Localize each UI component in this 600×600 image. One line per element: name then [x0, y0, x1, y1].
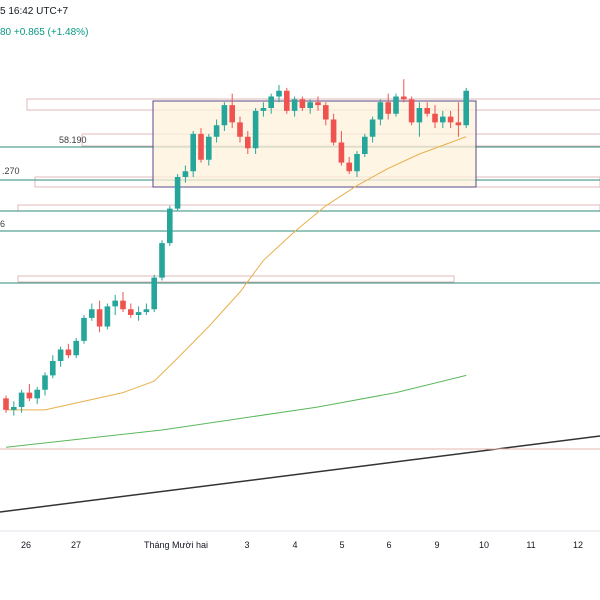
candle-body — [190, 133, 196, 172]
candle-body — [206, 136, 212, 160]
candle-body — [112, 300, 118, 307]
candle-body — [167, 208, 173, 244]
candle-body — [34, 389, 40, 399]
header-time: 5 16:42 UTC+7 — [0, 6, 69, 17]
header-price-change: 80 +0.865 (+1.48%) — [0, 27, 89, 38]
x-tick-label: 9 — [434, 540, 439, 550]
candle-body — [182, 171, 189, 177]
candle-body — [221, 105, 228, 126]
x-tick-label: 3 — [244, 540, 249, 550]
candle-body — [354, 154, 360, 172]
candle-body — [120, 300, 126, 310]
candle-body — [291, 99, 298, 111]
candle-body — [151, 277, 157, 310]
x-tick-label: 27 — [71, 540, 81, 550]
candle-body — [330, 119, 337, 143]
candle-body — [369, 119, 376, 137]
candle-body — [18, 392, 25, 407]
zone-rect — [17, 204, 600, 212]
x-tick-label: 26 — [21, 540, 31, 550]
candle-body — [447, 116, 454, 123]
candle-body — [81, 317, 87, 341]
candle-body — [323, 105, 329, 120]
candle-body — [276, 90, 282, 97]
moving-average-slow — [5, 374, 467, 448]
candle-body — [268, 96, 274, 108]
candle-body — [237, 122, 243, 137]
trend-line[interactable] — [0, 435, 600, 513]
candle-body — [362, 136, 368, 154]
candle-body — [307, 102, 313, 108]
candle-body — [73, 340, 79, 356]
candle-body — [159, 243, 165, 278]
candle-body — [213, 125, 220, 137]
candle-body — [128, 309, 134, 315]
candle-body — [57, 349, 64, 361]
candle-body — [3, 398, 9, 410]
zone-rect — [17, 275, 455, 283]
candle-body — [229, 105, 235, 123]
level-label-1: 58.190 — [59, 135, 87, 145]
candle-body — [401, 96, 407, 100]
candle-body — [96, 309, 103, 327]
candle-body — [198, 133, 204, 160]
candle-body — [26, 392, 33, 399]
candle-body — [440, 116, 446, 123]
x-tick-label: 6 — [386, 540, 391, 550]
candle-body — [463, 90, 469, 126]
x-tick-label: 11 — [526, 540, 535, 550]
moving-average-fast — [6, 136, 467, 411]
candle-body — [424, 108, 430, 114]
x-axis-ticks: 26 27 Tháng Mười hai 3 4 5 6 9 10 11 12 — [21, 540, 583, 550]
candles — [3, 79, 469, 416]
candle-body — [143, 309, 150, 313]
level-label-3: 6 — [0, 219, 6, 229]
candle-body — [393, 96, 399, 114]
candle-body — [432, 113, 438, 123]
candle-body — [385, 102, 391, 114]
candle-body — [135, 312, 142, 315]
candle-body — [346, 162, 352, 172]
candle-body — [284, 90, 290, 111]
candle-body — [245, 136, 251, 149]
candle-body — [315, 102, 321, 106]
x-tick-label: 12 — [573, 540, 583, 550]
candle-body — [104, 306, 111, 327]
x-tick-label: Tháng Mười hai — [144, 540, 208, 550]
x-tick-label: 4 — [292, 540, 297, 550]
candle-body — [299, 99, 306, 108]
candle-body — [416, 108, 423, 123]
candle-body — [260, 108, 267, 111]
candle-body — [338, 142, 345, 163]
candle-body — [11, 407, 17, 410]
candle-body — [408, 99, 415, 123]
x-tick-label: 10 — [479, 540, 489, 550]
candle-body — [252, 110, 259, 149]
level-label-2: .270 — [2, 166, 20, 176]
candle-body — [455, 122, 462, 126]
candle-body — [89, 309, 95, 318]
candle-body — [50, 361, 56, 376]
candle-body — [174, 177, 181, 209]
candle-body — [377, 102, 384, 120]
candle-body — [65, 349, 72, 356]
candle-body — [42, 375, 48, 390]
x-tick-label: 5 — [339, 540, 344, 550]
